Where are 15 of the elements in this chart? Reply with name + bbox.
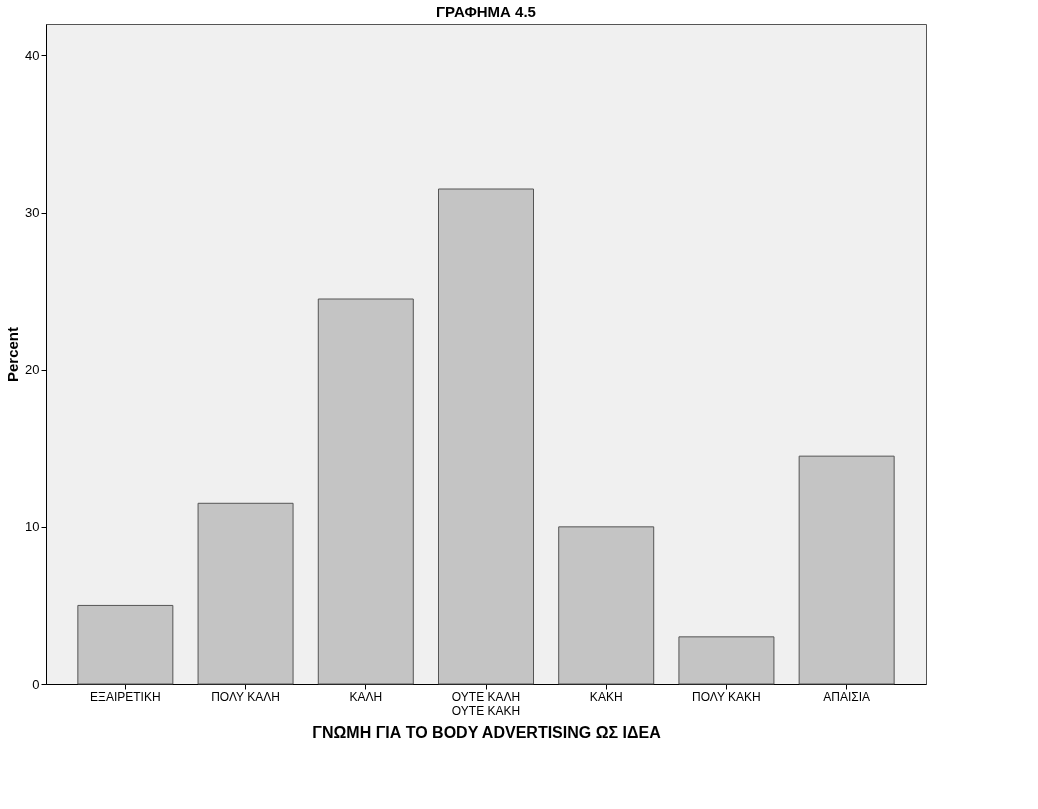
x-tick-label: ΚΑΚΗ — [589, 689, 623, 704]
x-tick-label: ΠΟΛΥ ΚΑΚΗ — [692, 689, 761, 704]
y-tick-label: 10 — [25, 519, 40, 535]
x-tick-label: ΕΞΑΙΡΕΤΙΚΗ — [90, 689, 161, 704]
x-tick-label: ΟΥΤΕ ΚΑΛΗ ΟΥΤΕ ΚΑΚΗ — [451, 689, 521, 718]
x-tick-label: ΠΟΛΥ ΚΑΛΗ — [211, 689, 280, 704]
y-tick-label: 30 — [25, 205, 40, 221]
y-tick-label: 20 — [25, 362, 40, 378]
y-tick-label: 40 — [25, 47, 40, 63]
y-axis-title: Percent — [4, 326, 22, 383]
y-tick-label: 0 — [32, 676, 40, 692]
x-axis-title: ΓΝΩΜΗ ΓΙΑ ΤΟ BODY ADVERTISING ΩΣ ΙΔΕΑ — [312, 723, 662, 741]
chart-title: ΓΡΑΦΗΜΑ 4.5 — [436, 3, 536, 20]
x-tick-label: ΑΠΑΙΣΙΑ — [823, 689, 871, 704]
x-tick-label: ΚΑΛΗ — [349, 689, 383, 704]
